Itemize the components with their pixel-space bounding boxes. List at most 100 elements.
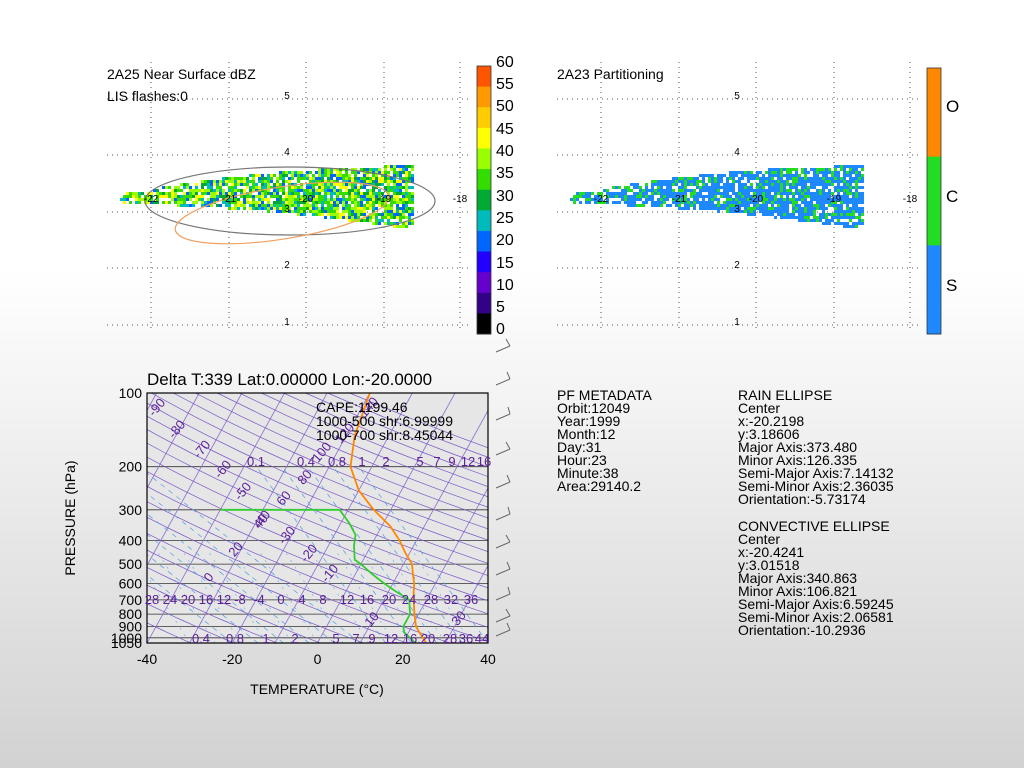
rain-cell bbox=[810, 186, 813, 189]
rain-cell bbox=[345, 186, 348, 189]
rain-cell bbox=[312, 177, 315, 180]
rain-cell bbox=[837, 207, 840, 210]
rain-cell bbox=[837, 183, 840, 186]
rain-cell bbox=[294, 186, 297, 189]
rain-cell bbox=[645, 192, 648, 195]
rain-cell bbox=[192, 192, 195, 195]
rain-cell bbox=[336, 210, 339, 213]
rain-cell bbox=[351, 183, 354, 186]
partitioning-map-y-ticks: 5 4 3 2 1 bbox=[734, 91, 740, 328]
rain-cell bbox=[795, 180, 798, 183]
rain-cell bbox=[234, 189, 237, 192]
rain-cell bbox=[858, 222, 861, 225]
rain-cell bbox=[795, 201, 798, 204]
rain-cell bbox=[666, 183, 669, 186]
rain-cell bbox=[702, 174, 705, 177]
rain-cell bbox=[375, 207, 378, 210]
rain-cell bbox=[363, 180, 366, 183]
rain-cell bbox=[363, 204, 366, 207]
rain-cell bbox=[741, 183, 744, 186]
rain-cell bbox=[219, 189, 222, 192]
rain-cell bbox=[801, 195, 804, 198]
rain-cell bbox=[585, 198, 588, 201]
rain-cell bbox=[318, 186, 321, 189]
rain-cell bbox=[327, 198, 330, 201]
rain-cell bbox=[816, 207, 819, 210]
rain-cell bbox=[729, 201, 732, 204]
rain-cell bbox=[270, 192, 273, 195]
rain-cell bbox=[651, 204, 654, 207]
convective-ellipse-block: CONVECTIVE ELLIPSE Center x:-20.4241 y:3… bbox=[738, 518, 894, 638]
rain-cell bbox=[744, 210, 747, 213]
rain-cell bbox=[261, 207, 264, 210]
metadata-line: Area:29140.2 bbox=[557, 478, 641, 494]
rain-cell bbox=[624, 189, 627, 192]
rain-cell bbox=[363, 195, 366, 198]
rain-cell bbox=[372, 216, 375, 219]
mixing-ratio-label: 5 bbox=[332, 631, 339, 646]
rain-cell bbox=[366, 195, 369, 198]
rain-cell bbox=[777, 189, 780, 192]
rain-cell bbox=[702, 189, 705, 192]
rain-cell bbox=[858, 207, 861, 210]
rain-cell bbox=[357, 186, 360, 189]
rain-cell bbox=[657, 198, 660, 201]
rain-cell bbox=[243, 195, 246, 198]
rain-cell bbox=[771, 207, 774, 210]
rain-cell bbox=[264, 204, 267, 207]
rain-cell bbox=[783, 216, 786, 219]
colorbar-label: C bbox=[946, 187, 958, 206]
rain-cell bbox=[369, 195, 372, 198]
rain-cell bbox=[654, 201, 657, 204]
rain-cell bbox=[207, 186, 210, 189]
rain-cell bbox=[258, 204, 261, 207]
rain-cell bbox=[669, 186, 672, 189]
rain-cell bbox=[375, 180, 378, 183]
rain-cell bbox=[129, 201, 132, 204]
rain-cell bbox=[273, 192, 276, 195]
isotherm-label: -4 bbox=[253, 592, 265, 607]
rain-cell bbox=[393, 225, 396, 228]
rain-cell bbox=[816, 189, 819, 192]
rain-cell bbox=[312, 174, 315, 177]
rain-cell bbox=[795, 177, 798, 180]
rain-cell bbox=[678, 207, 681, 210]
rain-cell bbox=[396, 225, 399, 228]
rain-cell bbox=[630, 189, 633, 192]
rain-cell bbox=[300, 174, 303, 177]
rain-cell bbox=[327, 210, 330, 213]
rain-cell bbox=[288, 189, 291, 192]
rain-cell bbox=[387, 222, 390, 225]
rain-cell bbox=[279, 201, 282, 204]
rain-cell bbox=[288, 177, 291, 180]
rain-cell bbox=[747, 171, 750, 174]
rain-cell bbox=[663, 201, 666, 204]
rain-cell bbox=[186, 186, 189, 189]
rain-cell bbox=[321, 177, 324, 180]
rain-cell bbox=[321, 207, 324, 210]
rain-cell bbox=[411, 195, 414, 198]
rain-cell bbox=[237, 207, 240, 210]
rain-cell bbox=[804, 213, 807, 216]
rain-cell bbox=[393, 213, 396, 216]
rain-cell bbox=[807, 219, 810, 222]
rain-cell bbox=[807, 216, 810, 219]
rain-cell bbox=[786, 177, 789, 180]
rain-cell bbox=[294, 198, 297, 201]
rain-cell bbox=[861, 186, 864, 189]
rain-cell bbox=[753, 189, 756, 192]
rain-cell bbox=[291, 210, 294, 213]
rain-cell bbox=[639, 204, 642, 207]
rain-cell bbox=[777, 198, 780, 201]
y-tick-label: 3 bbox=[284, 204, 290, 215]
rain-cell bbox=[792, 204, 795, 207]
rain-cell bbox=[399, 198, 402, 201]
rain-cell bbox=[834, 213, 837, 216]
rain-cell bbox=[306, 186, 309, 189]
rain-cell bbox=[810, 195, 813, 198]
rain-cell bbox=[720, 192, 723, 195]
rain-cell bbox=[801, 207, 804, 210]
rain-cell bbox=[405, 198, 408, 201]
rain-cell bbox=[216, 189, 219, 192]
